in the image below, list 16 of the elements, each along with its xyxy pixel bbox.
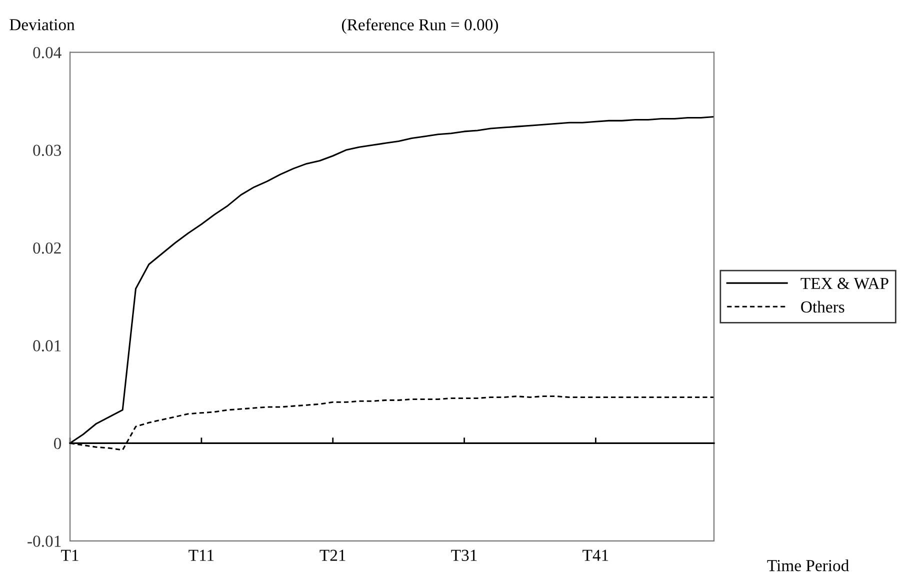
x-tick-label: T31 (451, 550, 477, 561)
y-axis-title: Deviation (10, 19, 75, 30)
y-tick-label: -0.01 (28, 536, 61, 547)
chart-title: (Reference Run = 0.00) (342, 18, 498, 34)
y-tick-label: 0.01 (33, 340, 61, 352)
x-tick-label: T21 (320, 550, 346, 561)
legend-label: Others (801, 300, 844, 313)
y-tick-label: 0.02 (33, 242, 61, 254)
legend-label: TEX & WAP (800, 278, 888, 290)
y-tick-label: 0.04 (33, 46, 62, 58)
y-tick-label: 0 (54, 438, 62, 450)
x-tick-label: T11 (188, 550, 214, 561)
x-axis-title: Time Period (767, 560, 849, 572)
x-tick-label: T41 (582, 550, 608, 561)
y-tick-label: 0.03 (33, 144, 62, 156)
x-tick-label: T1 (61, 550, 78, 561)
